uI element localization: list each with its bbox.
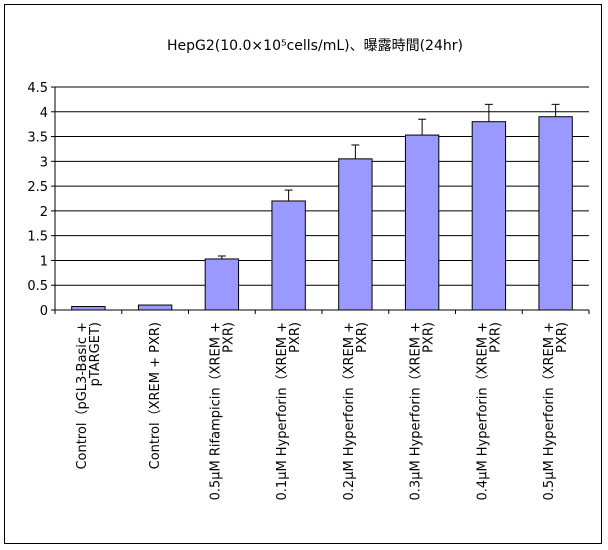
y-tick-label: 4: [40, 106, 48, 121]
bar: [71, 306, 106, 311]
x-category-label: 0.2μM Hyperforin（XREM +: [342, 322, 357, 500]
x-category-label: 0.1μM Hyperforin（XREM +: [275, 322, 290, 500]
bar: [471, 121, 507, 311]
x-category-label: 0.3μM Hyperforin（XREM +: [409, 322, 424, 500]
y-tick-label: 3: [40, 155, 48, 170]
axes: [54, 87, 590, 314]
error-bars: [217, 103, 560, 259]
y-axis-ticks: 0 0.5 1 1.5 2 2.5 3 3.5 4 4.5: [27, 81, 55, 319]
bar: [204, 258, 240, 311]
y-tick-label: 1.5: [27, 230, 48, 245]
x-category-label: PXR): [355, 322, 370, 353]
bar: [404, 134, 440, 311]
x-category-label: PXR): [221, 322, 236, 353]
bars: [71, 116, 573, 311]
chart-title: HepG2(10.0×10⁵cells/mL)、曝露時間(24hr): [167, 38, 463, 54]
chart-frame: HepG2(10.0×10⁵cells/mL)、曝露時間(24hr) 0 0.5 1…: [4, 4, 602, 544]
x-category-label: pTARGET): [88, 322, 103, 386]
x-category-label: 0.5μM Rifampicin（XREM +: [208, 322, 223, 500]
y-tick-label: 0: [40, 304, 48, 319]
y-tick-label: 1: [40, 254, 48, 269]
x-category-label: 0.4μM Hyperforin（XREM +: [475, 322, 490, 500]
x-category-label: Control（XREM + PXR): [148, 322, 163, 469]
y-tick-label: 2.5: [27, 180, 48, 195]
bar-chart: HepG2(10.0×10⁵cells/mL)、曝露時間(24hr) 0 0.5 1…: [27, 38, 590, 500]
x-axis-category-labels: Control（pGL3-Basic +pTARGET) Control（XREM…: [75, 322, 570, 500]
x-category-label: 0.5μM Hyperforin（XREM +: [542, 322, 557, 500]
y-tick-label: 4.5: [27, 81, 48, 96]
gridlines: [55, 86, 589, 286]
x-category-label: Control（pGL3-Basic +: [75, 322, 90, 470]
x-category-label: PXR): [555, 322, 570, 353]
y-tick-label: 2: [40, 205, 48, 220]
x-category-label: PXR): [422, 322, 437, 353]
bar: [271, 200, 306, 311]
bar: [137, 304, 173, 311]
y-tick-label: 0.5: [27, 279, 48, 294]
y-tick-label: 3.5: [27, 131, 48, 146]
x-category-label: PXR): [288, 322, 303, 353]
bar: [538, 116, 573, 311]
bar: [338, 158, 373, 311]
x-category-label: PXR): [488, 322, 503, 353]
